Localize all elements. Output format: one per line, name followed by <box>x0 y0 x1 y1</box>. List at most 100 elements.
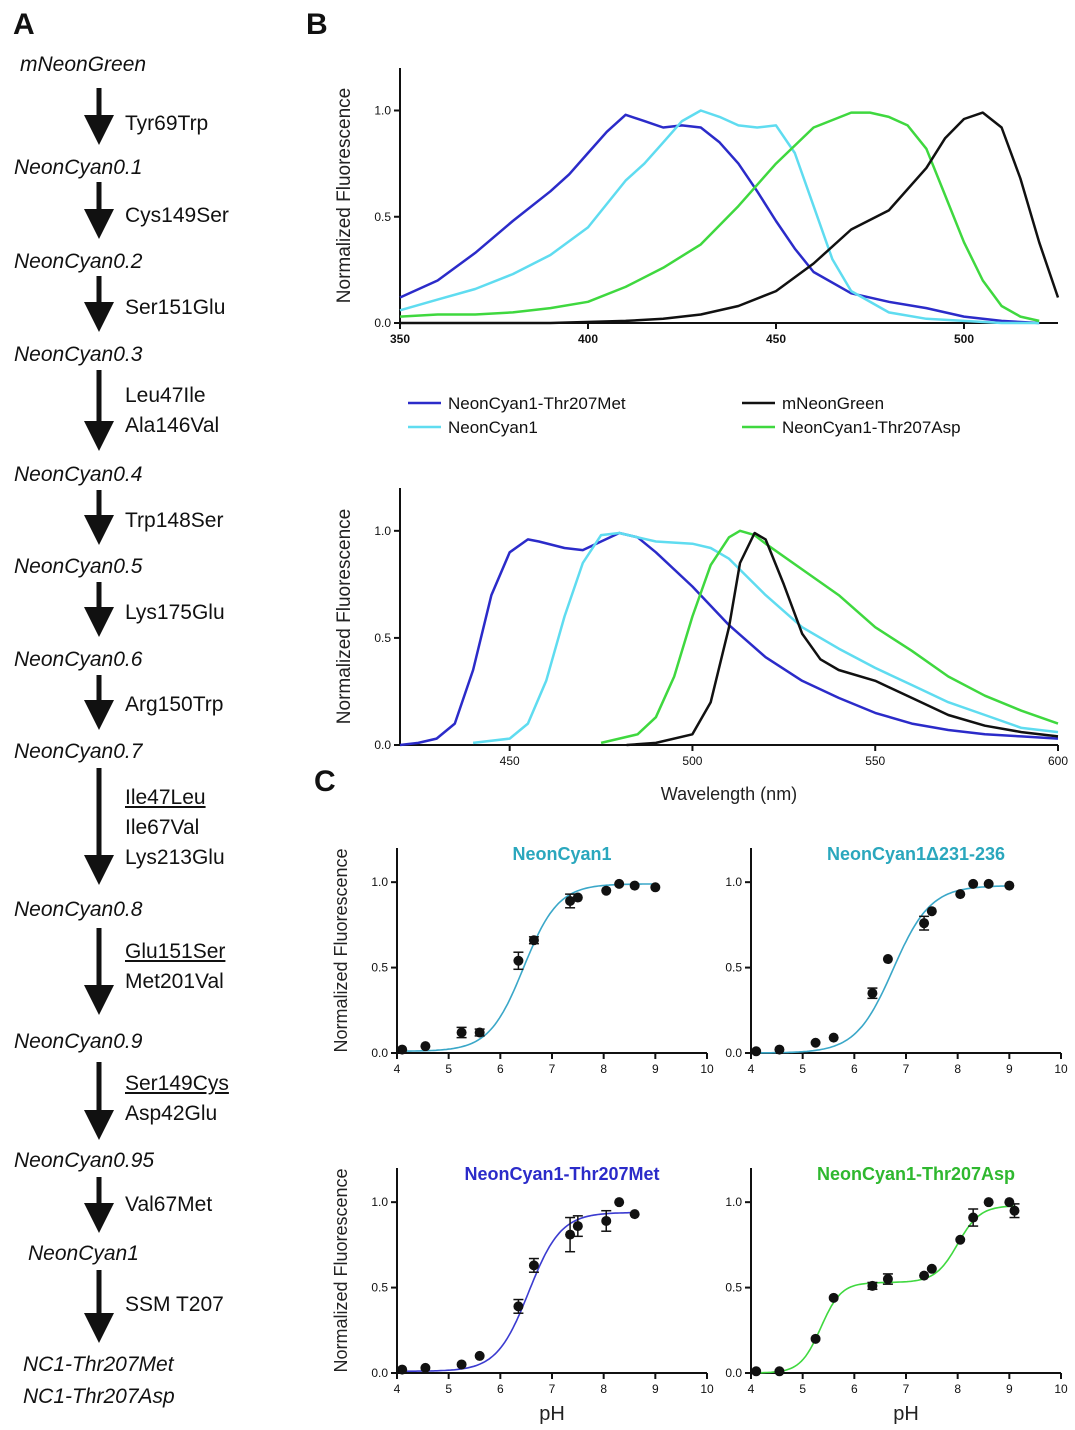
data-point <box>751 1046 762 1057</box>
fit-curve <box>756 1205 1015 1374</box>
data-point <box>810 1037 821 1048</box>
x-tick-label: 400 <box>578 332 598 346</box>
data-point <box>1004 880 1015 891</box>
data-point <box>601 885 612 896</box>
y-tick-label: 0.0 <box>374 316 391 330</box>
data-point <box>420 1041 431 1052</box>
fit-curve <box>402 1211 635 1372</box>
data-point <box>513 1301 524 1312</box>
x-tick-label: 7 <box>549 1062 556 1076</box>
chart-c2: 0.0 0.5 1.0 4 5 6 7 8 9 10 NeonCyan1Δ231-236 <box>725 844 1068 1076</box>
y-tick-label: 0.5 <box>725 1281 742 1295</box>
x-tick-label: 7 <box>549 1382 556 1396</box>
legend-label: NeonCyan1-Thr207Asp <box>782 418 961 437</box>
y-tick-label: 0.0 <box>725 1366 742 1380</box>
mutation-label: Leu47Ile <box>125 384 206 407</box>
data-point <box>882 1274 893 1285</box>
data-point <box>629 1209 640 1220</box>
data-point <box>955 889 966 900</box>
data-point <box>474 1027 485 1038</box>
data-point <box>751 1366 762 1377</box>
series-line <box>472 531 1059 745</box>
lineage-variant: mNeonGreen <box>20 53 147 76</box>
x-tick-label: 6 <box>497 1062 504 1076</box>
series-line <box>400 111 1060 325</box>
data-point <box>650 882 661 893</box>
x-axis-title: pH <box>539 1403 565 1425</box>
mutation-label: Cys149Ser <box>125 204 229 227</box>
chart-title: NeonCyan1Δ231-236 <box>827 844 1005 864</box>
series-line <box>399 113 1040 325</box>
y-tick-label: 1.0 <box>374 104 391 118</box>
lineage-variant: NeonCyan0.4 <box>14 463 143 486</box>
chart-c4: 0.0 0.5 1.0 4 5 6 7 8 9 10 pH NeonCyan1-Thr207Asp <box>725 1164 1068 1425</box>
mutation-label: Ile47Leu <box>125 786 206 809</box>
y-tick-label: 1.0 <box>725 1195 742 1209</box>
mutation-label: Glu151Ser <box>125 940 226 963</box>
x-tick-label: 8 <box>954 1382 961 1396</box>
data-point <box>919 1270 930 1281</box>
data-point <box>456 1027 467 1038</box>
chart-title: NeonCyan1 <box>512 844 611 864</box>
data-point <box>774 1044 785 1055</box>
chart-title: NeonCyan1-Thr207Met <box>464 1164 659 1184</box>
mutation-label: Ile67Val <box>125 816 200 839</box>
lineage-variant: NeonCyan0.6 <box>14 648 143 671</box>
series-line <box>600 529 1059 745</box>
y-tick-label: 0.5 <box>371 1281 388 1295</box>
chart-b-excitation: 0.0 0.5 1.0 350 400 450 500 Normalized Fluoresc… <box>334 68 1060 346</box>
data-point <box>528 935 539 946</box>
lineage-variant: NeonCyan0.2 <box>14 250 143 273</box>
x-tick-label: 4 <box>748 1062 755 1076</box>
chart-b-emission: 0.0 0.5 1.0 450 500 550 600 Normalized Fluoresc… <box>334 488 1068 804</box>
x-tick-label: 9 <box>1006 1062 1013 1076</box>
data-point <box>629 880 640 891</box>
y-axis-title: Normalized Fluorescence <box>334 88 355 303</box>
data-point <box>983 1197 994 1208</box>
mutation-label: Trp148Ser <box>125 509 224 532</box>
data-point <box>867 988 878 999</box>
chart-c3: 0.0 0.5 1.0 4 5 6 7 8 9 10 Normalized Fluorescence… <box>331 1164 714 1425</box>
x-tick-label: 600 <box>1048 754 1068 768</box>
x-tick-label: 6 <box>851 1062 858 1076</box>
x-tick-label: 7 <box>903 1382 910 1396</box>
y-tick-label: 1.0 <box>374 524 391 538</box>
mutation-label: Lys175Glu <box>125 601 225 624</box>
x-tick-label: 8 <box>954 1062 961 1076</box>
data-point <box>601 1215 612 1226</box>
lineage-variant: NC1-Thr207Met <box>23 1353 174 1376</box>
data-point <box>456 1359 467 1370</box>
data-point <box>926 1263 937 1274</box>
x-tick-label: 550 <box>865 754 885 768</box>
legend-label: NeonCyan1 <box>448 418 538 437</box>
x-tick-label: 5 <box>445 1382 452 1396</box>
data-point <box>397 1364 408 1375</box>
y-axis-title: Normalized Fluorescence <box>334 509 355 724</box>
legend-label: mNeonGreen <box>782 394 884 413</box>
mutation-label: Asp42Glu <box>125 1102 218 1125</box>
x-tick-label: 6 <box>851 1382 858 1396</box>
x-tick-label: 9 <box>652 1382 659 1396</box>
y-axis-title: Normalized Fluorescence <box>331 1168 351 1372</box>
y-tick-label: 0.0 <box>374 738 391 752</box>
x-tick-label: 10 <box>1054 1382 1068 1396</box>
lineage-variant: NeonCyan0.7 <box>14 740 143 763</box>
mutation-label: Val67Met <box>125 1193 213 1216</box>
x-tick-label: 8 <box>600 1062 607 1076</box>
y-tick-label: 1.0 <box>371 1195 388 1209</box>
mutation-label: Arg150Trp <box>125 693 224 716</box>
chart-c1: 0.0 0.5 1.0 4 5 6 7 8 9 10 Normalized Fluorescence… <box>331 844 714 1076</box>
panel-label-a: A <box>13 8 35 41</box>
series-line <box>399 109 1040 325</box>
x-tick-label: 6 <box>497 1382 504 1396</box>
data-point <box>572 1221 583 1232</box>
data-point <box>397 1044 408 1055</box>
data-point <box>919 918 930 929</box>
panel-label-b: B <box>306 8 328 41</box>
x-tick-label: 4 <box>394 1062 401 1076</box>
data-point <box>1004 1197 1015 1208</box>
data-point <box>513 955 524 966</box>
y-tick-label: 0.5 <box>374 631 391 645</box>
lineage-variant: NeonCyan0.95 <box>14 1149 155 1172</box>
